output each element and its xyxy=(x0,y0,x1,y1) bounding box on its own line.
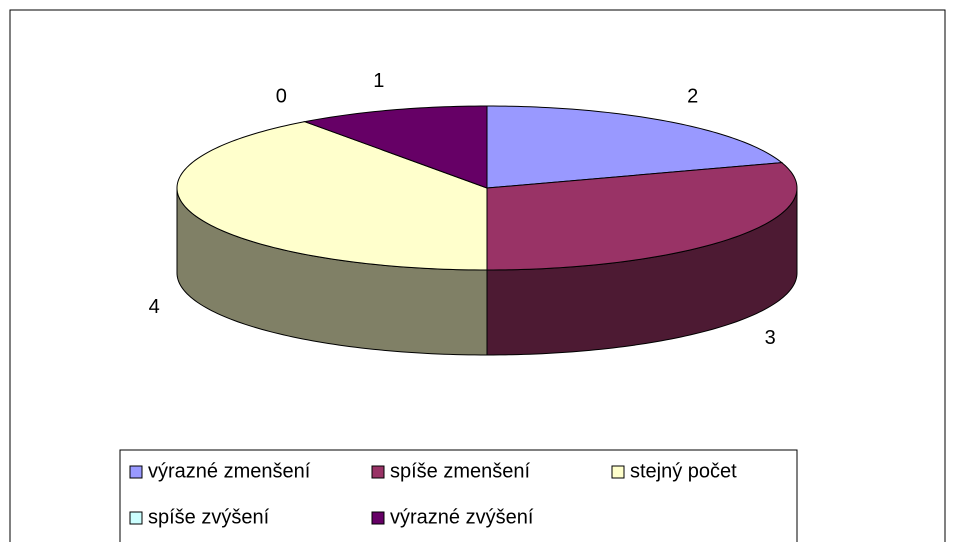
legend-label: spíše zmenšení xyxy=(390,460,531,482)
pie-slice xyxy=(486,162,798,271)
legend-label: výrazné zvýšení xyxy=(390,506,534,528)
data-label: 3 xyxy=(765,327,776,349)
pie-slice xyxy=(302,105,488,189)
legend-label: výrazné zmenšení xyxy=(148,460,311,482)
data-label: 4 xyxy=(149,296,160,318)
data-label: 0 xyxy=(276,86,287,108)
legend-swatch xyxy=(611,465,625,479)
legend-label: spíše zvýšení xyxy=(148,506,270,528)
legend-swatch xyxy=(371,511,385,525)
data-label: 2 xyxy=(687,86,698,108)
legend-swatch xyxy=(129,511,143,525)
pie-slice xyxy=(176,121,488,271)
legend-swatch xyxy=(129,465,143,479)
pie-slice xyxy=(486,105,784,189)
legend-swatch xyxy=(371,465,385,479)
legend-box xyxy=(119,449,798,542)
data-label: 1 xyxy=(373,70,384,92)
legend-label: stejný počet xyxy=(630,460,737,482)
